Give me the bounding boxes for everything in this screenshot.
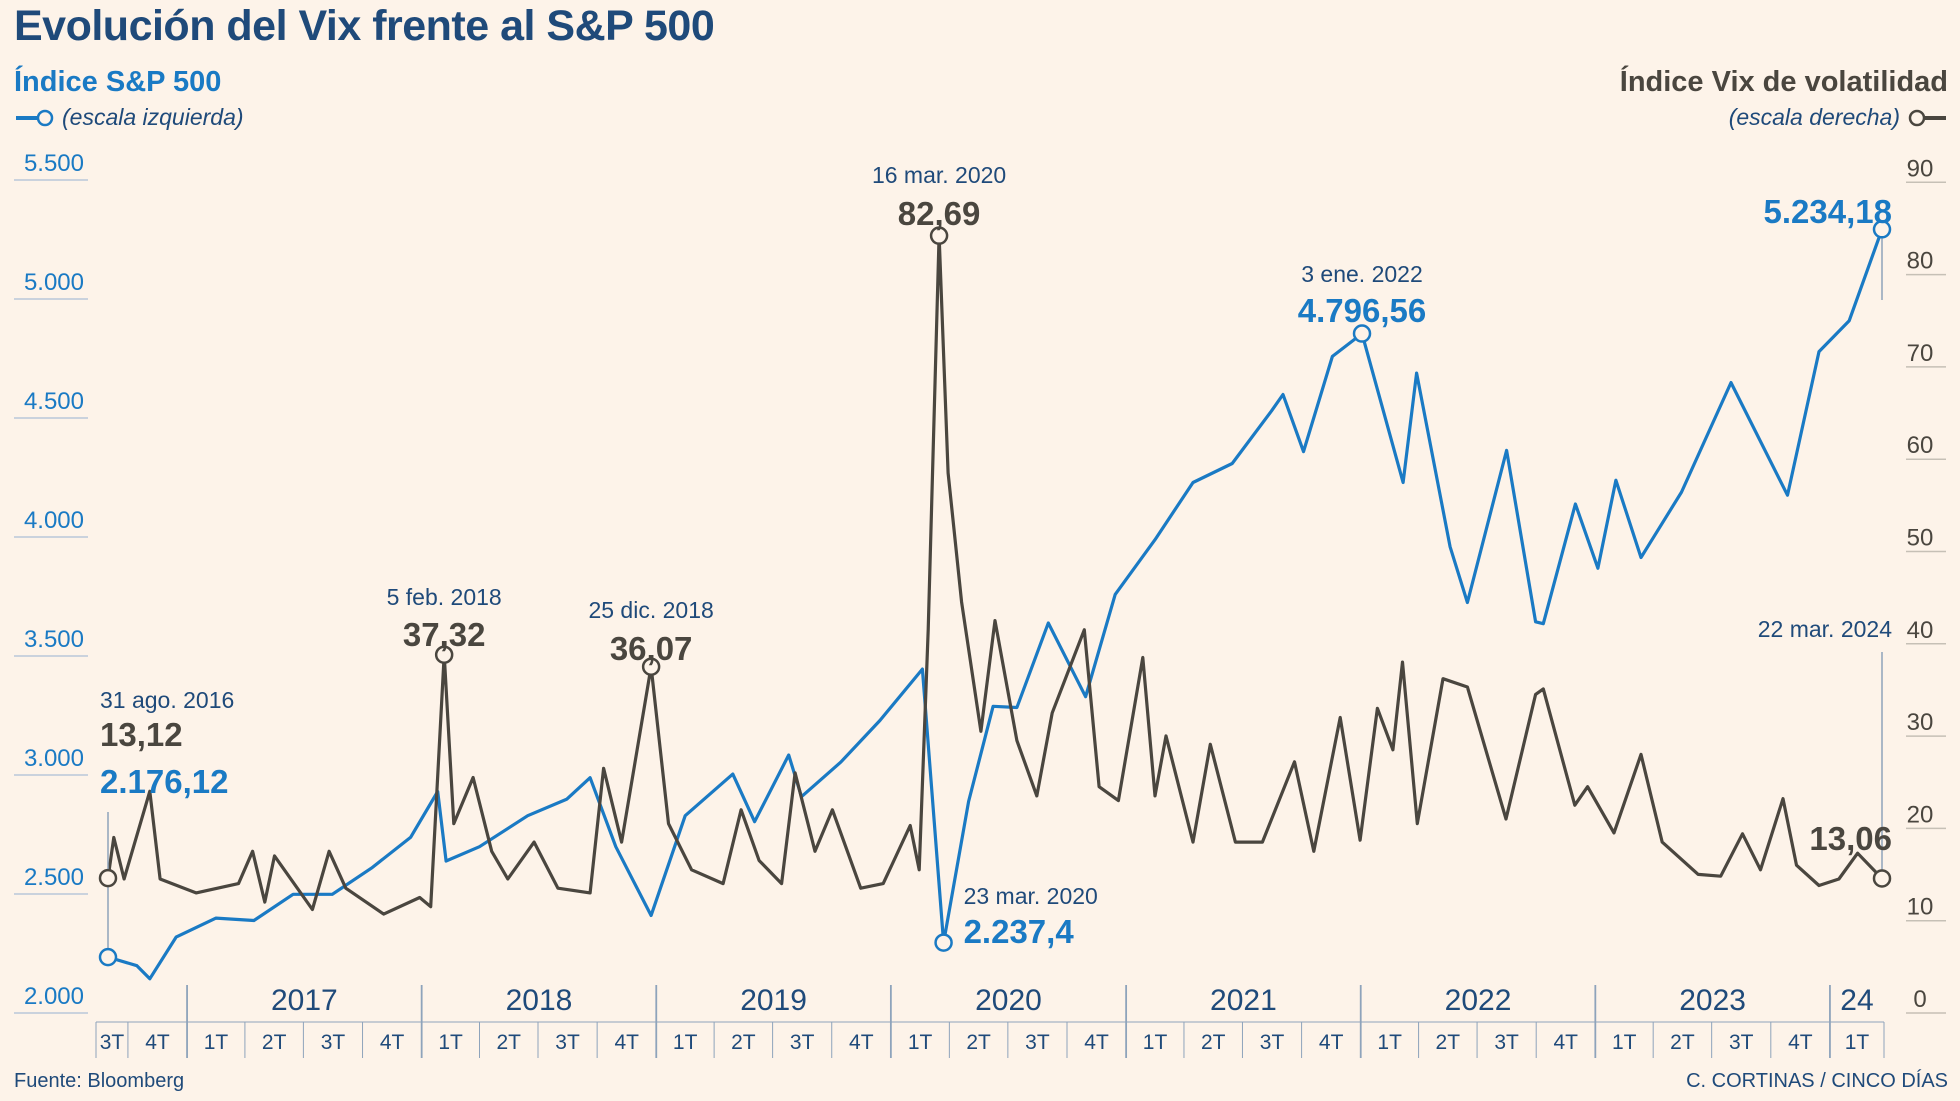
annotation-sp500-value: 2.237,4	[964, 913, 1075, 950]
quarter-label: 1T	[673, 1031, 698, 1054]
quarter-label: 1T	[908, 1031, 933, 1054]
year-label: 2018	[506, 984, 573, 1017]
sp500-start-marker	[98, 947, 118, 967]
quarter-label: 2T	[496, 1031, 521, 1054]
quarter-label: 3T	[1260, 1031, 1285, 1054]
sp500-peak-marker	[1352, 324, 1372, 343]
quarter-label: 2T	[731, 1031, 756, 1054]
quarter-label: 3T	[555, 1031, 580, 1054]
year-label: 2021	[1210, 984, 1277, 1017]
year-label: 2020	[975, 984, 1042, 1017]
sp500-end-marker	[1872, 220, 1892, 239]
vix-peak-marker	[929, 226, 949, 245]
right-axis-tick-label: 60	[1907, 432, 1934, 459]
right-axis-legend-title: Índice Vix de volatilidad	[1619, 66, 1948, 98]
annotation-vix-value: 36,07	[610, 630, 693, 667]
year-label: 2022	[1445, 984, 1512, 1017]
left-axis-legend-title: Índice S&P 500	[14, 66, 222, 98]
quarter-label: 1T	[1143, 1031, 1168, 1054]
quarter-label: 3T	[100, 1031, 125, 1054]
vix-start-marker	[98, 868, 118, 888]
left-axis-tick-label: 5.000	[24, 269, 84, 296]
source-note: Fuente: Bloomberg	[14, 1070, 185, 1092]
annotation-vix-value: 82,69	[898, 195, 981, 232]
quarter-label: 3T	[1494, 1031, 1519, 1054]
chart-title: Evolución del Vix frente al S&P 500	[14, 2, 715, 50]
quarter-label: 1T	[1845, 1031, 1870, 1054]
annotation-date: 3 ene. 2022	[1301, 261, 1423, 287]
annotation-sp500-value: 4.796,56	[1298, 292, 1426, 329]
left-axis-legend: (escala izquierda)	[14, 104, 244, 131]
sp500-line	[107, 228, 1884, 981]
quarter-label: 4T	[1788, 1031, 1813, 1054]
left-axis-legend-subtitle: (escala izquierda)	[62, 104, 244, 130]
vix-peak-marker	[641, 657, 661, 676]
quarter-label: 2T	[1436, 1031, 1461, 1054]
vix-peak-marker	[434, 645, 454, 664]
quarter-label: 4T	[614, 1031, 639, 1054]
right-axis-tick-label: 70	[1907, 340, 1934, 367]
quarter-label: 3T	[1729, 1031, 1754, 1054]
sp500-low-marker	[934, 933, 953, 952]
left-axis-tick-label: 5.500	[24, 150, 84, 177]
right-axis-tick-label: 20	[1907, 801, 1934, 828]
quarter-label: 4T	[1319, 1031, 1344, 1054]
right-axis-legend: (escala derecha)	[1729, 104, 1948, 131]
left-axis-tick-label: 3.000	[24, 745, 84, 772]
quarter-label: 4T	[849, 1031, 874, 1054]
right-axis-tick-label: 30	[1907, 709, 1934, 736]
year-label: 2017	[271, 984, 338, 1017]
right-axis-tick-label: 40	[1907, 617, 1934, 644]
year-label: 2019	[740, 984, 807, 1017]
annotation-date: 5 feb. 2018	[387, 584, 502, 610]
annotation-vix-value: 13,06	[1809, 820, 1892, 857]
annotation-vix-value: 37,32	[403, 616, 486, 653]
vix-line	[106, 234, 1884, 916]
sp500-legend-swatch-icon	[16, 109, 54, 126]
quarter-label: 3T	[790, 1031, 815, 1054]
annotation-vix-value: 13,12	[100, 716, 183, 753]
annotation-sp500-value: 5.234,18	[1764, 193, 1892, 230]
left-axis-tick-label: 2.000	[24, 983, 84, 1010]
right-axis-tick-label: 80	[1907, 248, 1934, 275]
quarter-label: 1T	[1377, 1031, 1402, 1054]
right-axis-tick-label: 50	[1907, 525, 1934, 552]
credit-note: C. CORTINAS / CINCO DÍAS	[1686, 1070, 1948, 1092]
year-label: 24	[1840, 984, 1873, 1017]
quarter-label: 2T	[262, 1031, 287, 1054]
quarter-label: 4T	[1554, 1031, 1579, 1054]
annotation-date: 25 dic. 2018	[588, 597, 713, 623]
right-axis-tick-label: 90	[1907, 155, 1934, 182]
quarter-label: 2T	[1201, 1031, 1226, 1054]
annotation-date: 22 mar. 2024	[1758, 616, 1892, 642]
left-axis-tick-label: 3.500	[24, 626, 84, 653]
quarter-label: 2T	[1670, 1031, 1695, 1054]
right-axis-tick-label: 10	[1907, 894, 1934, 921]
quarter-label: 2T	[966, 1031, 991, 1054]
quarter-label: 1T	[438, 1031, 463, 1054]
left-axis-tick-label: 4.500	[24, 388, 84, 415]
quarter-label: 4T	[380, 1031, 405, 1054]
quarter-label: 3T	[1025, 1031, 1050, 1054]
quarter-label: 1T	[1612, 1031, 1637, 1054]
quarter-label: 1T	[204, 1031, 229, 1054]
left-axis-tick-label: 4.000	[24, 507, 84, 534]
left-axis-tick-label: 2.500	[24, 864, 84, 891]
quarter-label: 4T	[1084, 1031, 1109, 1054]
vix-legend-swatch-icon	[1908, 109, 1946, 126]
vix-end-marker	[1872, 869, 1892, 888]
annotation-date: 23 mar. 2020	[964, 883, 1098, 909]
quarter-label: 3T	[321, 1031, 346, 1054]
annotation-date: 16 mar. 2020	[872, 162, 1006, 188]
annotation-date: 31 ago. 2016	[100, 687, 234, 713]
annotation-sp500-value: 2.176,12	[100, 763, 228, 800]
quarter-label: 4T	[145, 1031, 170, 1054]
right-axis-legend-subtitle: (escala derecha)	[1728, 104, 1900, 130]
right-axis-tick-label: 0	[1913, 986, 1926, 1013]
year-label: 2023	[1679, 984, 1746, 1017]
